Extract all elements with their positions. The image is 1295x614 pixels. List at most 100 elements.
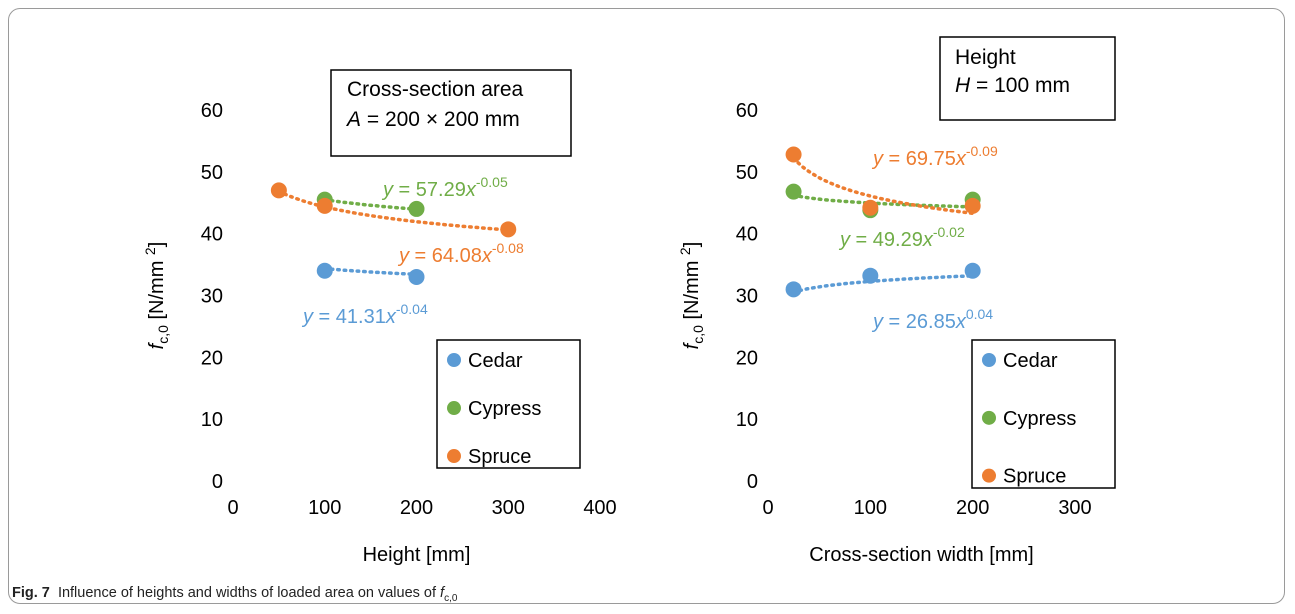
chart-width-vs-strength: 0 10 20 30 40 50 60 0 100 200 300 Cross-section wid…: [677, 36, 1116, 566]
eq-coefficient: = 49.29: [850, 229, 923, 251]
legend-marker-cypress: [982, 410, 996, 425]
data-point-cedar: [785, 281, 802, 298]
y-title-subscript: c,0: [690, 325, 706, 344]
annotation-box: [330, 69, 572, 157]
caption-text: Influence of heights and widths of loade…: [57, 585, 441, 601]
annotation-line-2: H = 100 mm: [955, 74, 1070, 97]
data-point-spruce: [316, 197, 333, 214]
eq-exponent: -0.09: [966, 143, 998, 159]
y-tick-label: 40: [736, 224, 758, 246]
y-tick-label: 20: [201, 347, 223, 369]
eq-y: y: [397, 245, 410, 267]
trendline-cedar: [323, 266, 419, 277]
y-tick-label: 60: [736, 100, 758, 122]
y-title-close: ]: [146, 242, 168, 248]
data-point-spruce: [862, 199, 879, 216]
y-tick-label: 0: [747, 471, 758, 493]
x-axis-title: Cross-section width [mm]: [809, 544, 1034, 566]
equation-spruce: y = 69.75x-0.09: [871, 143, 998, 170]
y-tick-label: 50: [736, 162, 758, 184]
y-tick-label: 30: [736, 286, 758, 308]
eq-x: x: [385, 306, 397, 328]
legend-label-cedar: Cedar: [468, 350, 523, 372]
legend-marker-spruce: [982, 468, 996, 483]
data-point-spruce: [785, 146, 802, 163]
equation-cypress: y = 49.29x-0.02: [838, 224, 965, 251]
legend-label-cypress: Cypress: [1003, 408, 1076, 430]
eq-y: y: [871, 311, 884, 333]
eq-y: y: [381, 179, 394, 201]
data-point-cedar: [408, 268, 425, 285]
equation-cypress: y = 57.29x-0.05: [381, 174, 508, 201]
caption-symbol: f: [440, 585, 445, 601]
legend-label-cypress: Cypress: [468, 398, 541, 420]
trendline-cedar: [791, 274, 975, 294]
chart-height-vs-strength: 0 10 20 30 40 50 60 0 100 200 300 400 Height [mm] fc,…: [142, 69, 617, 566]
x-tick-label: 300: [492, 497, 525, 519]
annotation-value: = 200 × 200 mm: [361, 108, 520, 131]
eq-y: y: [301, 306, 314, 328]
y-tick-label: 30: [201, 286, 223, 308]
annotation-symbol: A: [345, 108, 361, 131]
eq-x: x: [465, 179, 477, 201]
y-title-power: 2: [142, 247, 158, 255]
eq-y: y: [871, 148, 884, 170]
eq-x: x: [922, 229, 934, 251]
eq-exponent: -0.05: [476, 174, 508, 190]
data-point-spruce: [270, 182, 287, 199]
trendline-cypress: [791, 193, 975, 209]
x-tick-label: 400: [583, 497, 616, 519]
y-title-power: 2: [677, 247, 693, 255]
trendline-cypress: [323, 197, 419, 211]
legend-marker-cedar: [982, 353, 996, 367]
data-point-cypress: [408, 200, 425, 217]
data-point-spruce: [500, 221, 517, 238]
eq-exponent: -0.08: [492, 240, 524, 256]
annotation-value: = 100 mm: [970, 74, 1070, 97]
eq-y: y: [838, 229, 851, 251]
figure-caption: Fig. 7 Influence of heights and widths o…: [12, 585, 457, 604]
x-tick-label: 100: [854, 497, 887, 519]
annotation-box: [939, 36, 1116, 121]
annotation-symbol: H: [955, 74, 971, 97]
x-axis-title: Height [mm]: [363, 544, 471, 566]
data-point-cypress: [785, 183, 802, 200]
x-tick-label: 100: [308, 497, 341, 519]
data-point-cedar: [964, 262, 981, 279]
eq-coefficient: = 41.31: [313, 306, 386, 328]
y-title-subscript: c,0: [155, 325, 171, 344]
y-tick-label: 20: [736, 347, 758, 369]
legend-marker-spruce: [447, 449, 461, 464]
eq-x: x: [481, 245, 493, 267]
legend-label-spruce: Spruce: [468, 446, 531, 468]
trendline-spruce: [791, 156, 975, 216]
y-title-close: ]: [681, 242, 703, 248]
y-tick-label: 10: [201, 409, 223, 431]
eq-x: x: [955, 311, 967, 333]
y-tick-label: 60: [201, 100, 223, 122]
equation-cedar: y = 41.31x-0.04: [301, 301, 428, 328]
legend-label-spruce: Spruce: [1003, 466, 1066, 488]
annotation-line-1: Height: [955, 46, 1016, 69]
eq-exponent: -0.02: [933, 224, 965, 240]
eq-coefficient: = 57.29: [393, 179, 466, 201]
legend-marker-cypress: [447, 401, 461, 416]
y-tick-label: 0: [212, 471, 223, 493]
eq-exponent: -0.04: [396, 301, 428, 317]
eq-x: x: [955, 148, 967, 170]
y-title-symbol: f: [146, 341, 168, 349]
x-tick-label: 200: [956, 497, 989, 519]
x-tick-label: 0: [762, 497, 773, 519]
data-point-cedar: [316, 262, 333, 279]
annotation-line-2: A = 200 × 200 mm: [345, 108, 520, 131]
eq-coefficient: = 64.08: [409, 245, 482, 267]
y-title-unit: [N/mm: [681, 255, 703, 325]
annotation-line-1: Cross-section area: [347, 78, 524, 101]
y-axis-title: fc,0 [N/mm 2]: [677, 242, 706, 350]
data-point-spruce: [964, 197, 981, 214]
caption-label: Fig. 7: [12, 585, 50, 601]
y-tick-label: 40: [201, 224, 223, 246]
data-point-cedar: [862, 267, 879, 284]
figure-frame: [8, 8, 1285, 604]
